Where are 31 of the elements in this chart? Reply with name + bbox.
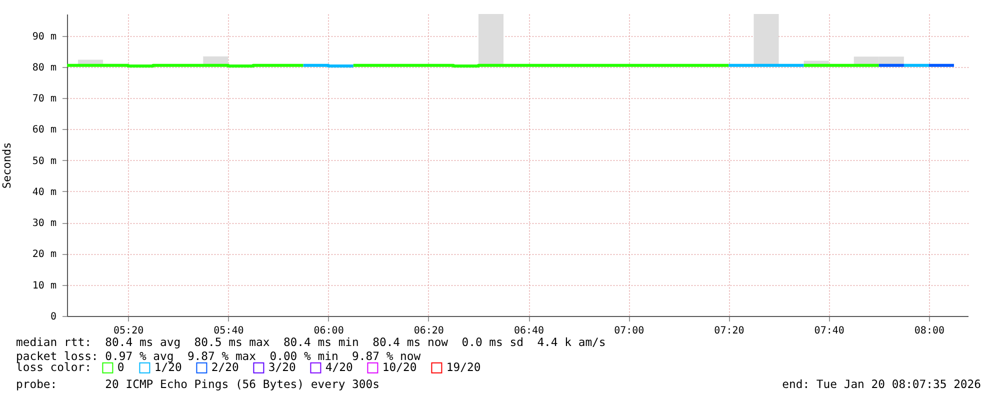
- legend-label: 0: [117, 360, 124, 374]
- y-tick-label: 80 m: [32, 62, 56, 74]
- text: probe: 20 ICMP Echo Pings (56 Bytes) every 300s: [16, 377, 380, 391]
- x-tick-label: 07:00: [614, 326, 644, 336]
- y-tick-label: 90 m: [32, 31, 56, 42]
- y-tick-label: 40 m: [32, 186, 56, 198]
- bar: [754, 14, 779, 66]
- x-tick-label: 06:40: [514, 326, 544, 336]
- x-tick-label: 05:40: [214, 326, 244, 336]
- legend-label: 10/20: [382, 360, 417, 374]
- y-tick-label: 70 m: [32, 94, 56, 105]
- y-tick-label: 30 m: [32, 218, 56, 230]
- y-tick-label: 10 m: [32, 280, 56, 292]
- y-axis-title: Seconds: [0, 142, 14, 189]
- x-tick-label: 07:40: [814, 326, 844, 336]
- text: median rtt: 80.4 ms avg 80.5 ms max 80.4 ms min 80.4 ms now 0.0 ms sd 4.4 k am/s: [16, 335, 606, 349]
- legend-label: 4/20: [325, 360, 353, 374]
- y-tick-label: 50 m: [32, 156, 56, 167]
- y-tick-label: 60 m: [32, 124, 56, 136]
- x-tick-label: 06:20: [414, 326, 444, 336]
- x-tick-label: 07:20: [714, 326, 744, 336]
- x-tick-label: 08:00: [914, 326, 945, 336]
- bar: [478, 14, 504, 66]
- y-tick-label: 20 m: [32, 249, 56, 260]
- x-tick-label: 05:20: [114, 326, 144, 336]
- x-tick-label: 06:00: [314, 326, 344, 336]
- text: end: Tue Jan 20 08:07:35 2026: [782, 377, 981, 391]
- legend-label: 19/20: [446, 360, 481, 374]
- y-tick-label: 0: [50, 312, 56, 322]
- legend-label: 3/20: [268, 360, 296, 374]
- legend-label: 2/20: [211, 360, 239, 374]
